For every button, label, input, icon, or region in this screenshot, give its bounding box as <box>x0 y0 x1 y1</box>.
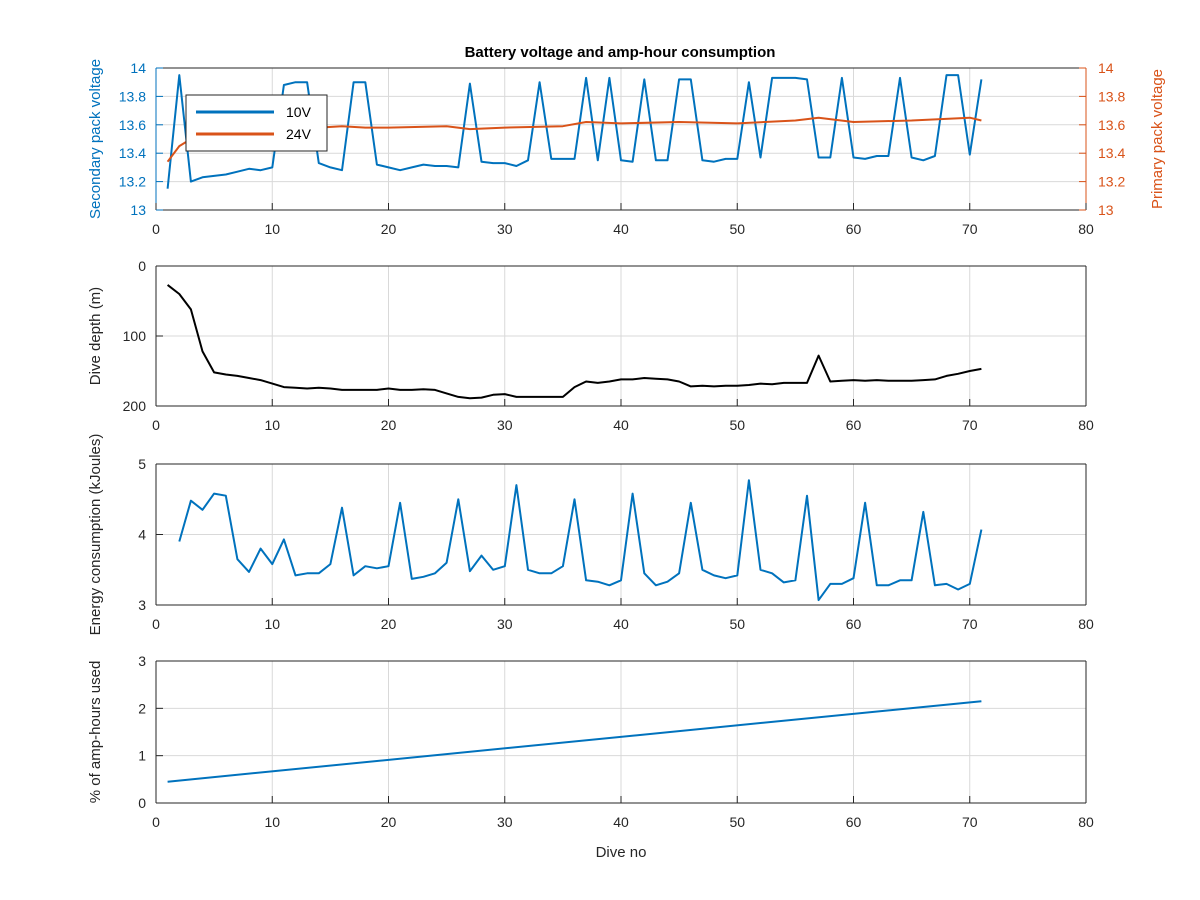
x-tick-label: 0 <box>152 814 160 830</box>
x-tick-label: 50 <box>729 814 745 830</box>
x-tick-label: 20 <box>381 417 397 433</box>
x-tick-label: 10 <box>264 616 280 632</box>
y-tick-label: 13.4 <box>119 145 146 161</box>
x-tick-label: 40 <box>613 814 629 830</box>
x-tick-label: 60 <box>846 417 862 433</box>
x-tick-label: 70 <box>962 221 978 237</box>
chart-panel-4: 0 10 20 30 40 50 60 70 80 0 1 2 3 % of amp-hours used… <box>87 653 1094 861</box>
y-axis-label: % of amp-hours used <box>87 661 104 804</box>
x-tick-label: 70 <box>962 616 978 632</box>
x-tick-label: 70 <box>962 814 978 830</box>
y-tick-label: 3 <box>138 653 146 669</box>
y-tick-label: 13.2 <box>119 174 146 190</box>
chart-panel-3: 0 10 20 30 40 50 60 70 80 3 4 5 Energy consumption (… <box>87 434 1094 636</box>
y-axis-label: Secondary pack voltage <box>87 59 104 219</box>
y-tick-label: 100 <box>123 328 147 344</box>
y-tick-label: 14 <box>130 60 146 76</box>
x-tick-label: 80 <box>1078 417 1094 433</box>
x-axis-label: Dive no <box>596 844 647 861</box>
series-line-1 <box>178 479 983 602</box>
figure-title: Battery voltage and amp-hour consumption <box>465 44 776 61</box>
x-tick-label: 0 <box>152 417 160 433</box>
y-axis-label: Energy consumption (kJoules) <box>87 434 104 636</box>
x-tick-label: 40 <box>613 616 629 632</box>
x-tick-label: 10 <box>264 814 280 830</box>
x-tick-label: 30 <box>497 221 513 237</box>
x-tick-label: 60 <box>846 616 862 632</box>
x-tick-label: 20 <box>381 814 397 830</box>
x-tick-label: 10 <box>264 221 280 237</box>
x-tick-label: 50 <box>729 221 745 237</box>
x-tick-label: 60 <box>846 814 862 830</box>
y-tick-label: 5 <box>138 456 146 472</box>
x-tick-label: 10 <box>264 417 280 433</box>
y-tick-label: 13.8 <box>119 88 146 104</box>
y-tick-label: 13.6 <box>119 117 146 133</box>
chart-panel-2: 0 10 20 30 40 50 60 70 80 0 100 200 Dive depth (m) <box>87 258 1094 433</box>
y-tick-label-right: 13 <box>1098 202 1114 218</box>
x-tick-label: 40 <box>613 221 629 237</box>
x-tick-label: 70 <box>962 417 978 433</box>
y-tick-label-right: 13.2 <box>1098 174 1125 190</box>
x-tick-label: 80 <box>1078 814 1094 830</box>
y-tick-label-right: 13.6 <box>1098 117 1125 133</box>
y-tick-label: 200 <box>123 398 147 414</box>
y-tick-label: 0 <box>138 795 146 811</box>
y-tick-label: 2 <box>138 700 146 716</box>
series-line-10v <box>166 74 983 189</box>
y-axis-label-right: Primary pack voltage <box>1149 69 1166 209</box>
chart-panel-1: 0 10 20 30 40 50 60 70 801313.213.413.613.814131… <box>87 59 1166 237</box>
legend-label-10v: 10V <box>286 104 312 120</box>
x-tick-label: 20 <box>381 221 397 237</box>
y-axis-label: Dive depth (m) <box>87 287 104 385</box>
y-tick-label: 1 <box>138 748 146 764</box>
y-tick-label: 13 <box>130 202 146 218</box>
x-tick-label: 80 <box>1078 221 1094 237</box>
x-tick-label: 20 <box>381 616 397 632</box>
x-tick-label: 80 <box>1078 616 1094 632</box>
series-line-1 <box>167 700 982 783</box>
y-tick-label: 0 <box>138 258 146 274</box>
x-tick-label: 30 <box>497 417 513 433</box>
x-tick-label: 50 <box>729 616 745 632</box>
x-tick-label: 0 <box>152 616 160 632</box>
x-tick-label: 0 <box>152 221 160 237</box>
x-tick-label: 30 <box>497 616 513 632</box>
y-tick-label: 3 <box>138 597 146 613</box>
x-tick-label: 60 <box>846 221 862 237</box>
y-tick-label-right: 13.8 <box>1098 88 1125 104</box>
x-tick-label: 40 <box>613 417 629 433</box>
series-line-1 <box>166 284 982 400</box>
y-tick-label: 4 <box>138 527 146 543</box>
x-tick-label: 50 <box>729 417 745 433</box>
legend-box <box>185 94 328 152</box>
x-tick-label: 30 <box>497 814 513 830</box>
y-tick-label-right: 14 <box>1098 60 1114 76</box>
y-tick-label-right: 13.4 <box>1098 145 1125 161</box>
legend-label-24v: 24V <box>286 126 312 142</box>
